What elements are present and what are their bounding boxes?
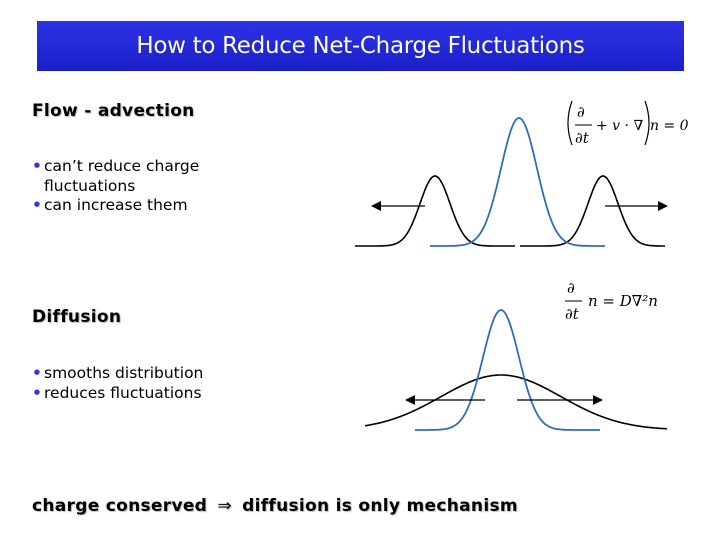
list-item: can’t reduce charge fluctuations	[32, 157, 252, 196]
list-item: reduces fluctuations	[32, 384, 262, 404]
advection-bullets: can’t reduce charge fluctuations can inc…	[32, 157, 252, 216]
center-gaussian-curve	[430, 117, 605, 247]
equation-denominator: ∂t	[565, 305, 580, 323]
left-gaussian-curve	[355, 175, 515, 247]
slide-title: How to Reduce Net-Charge Fluctuations	[136, 33, 585, 59]
implies-icon: ⇒	[217, 496, 232, 516]
advection-equation: ∂ ∂t + v · ∇ n = 0	[567, 100, 689, 147]
footer-text-right: diffusion is only mechanism	[242, 496, 518, 516]
equation-numerator: ∂	[577, 103, 585, 121]
equation-numerator: ∂	[567, 279, 575, 297]
right-gaussian-curve	[520, 175, 665, 247]
equation-term: + v · ∇	[596, 118, 643, 134]
right-arrowhead	[658, 201, 668, 211]
diffusion-graph	[364, 309, 668, 431]
title-bar: How to Reduce Net-Charge Fluctuations	[37, 21, 684, 71]
list-item: smooths distribution	[32, 364, 262, 384]
diffusion-bullets: smooths distribution reduces fluctuation…	[32, 364, 262, 403]
spread-gaussian-curve	[364, 374, 668, 430]
left-arrowhead	[371, 201, 381, 211]
diffusion-heading: Diffusion	[32, 307, 122, 327]
advection-heading: Flow - advection	[32, 101, 195, 121]
list-item: can increase them	[32, 196, 252, 216]
right-arrowhead	[593, 395, 603, 405]
left-arrowhead	[405, 395, 415, 405]
footer-text-left: charge conserved	[32, 496, 208, 516]
equation-rhs: n = 0	[650, 118, 689, 134]
advection-graph	[355, 117, 668, 247]
footer-statement: charge conserved ⇒ diffusion is only mec…	[32, 496, 518, 516]
diffusion-equation: ∂ ∂t n = D∇²n	[565, 279, 658, 323]
center-gaussian-curve	[415, 309, 600, 431]
equation-rhs: n = D∇²n	[588, 292, 658, 310]
equation-denominator: ∂t	[575, 129, 590, 147]
